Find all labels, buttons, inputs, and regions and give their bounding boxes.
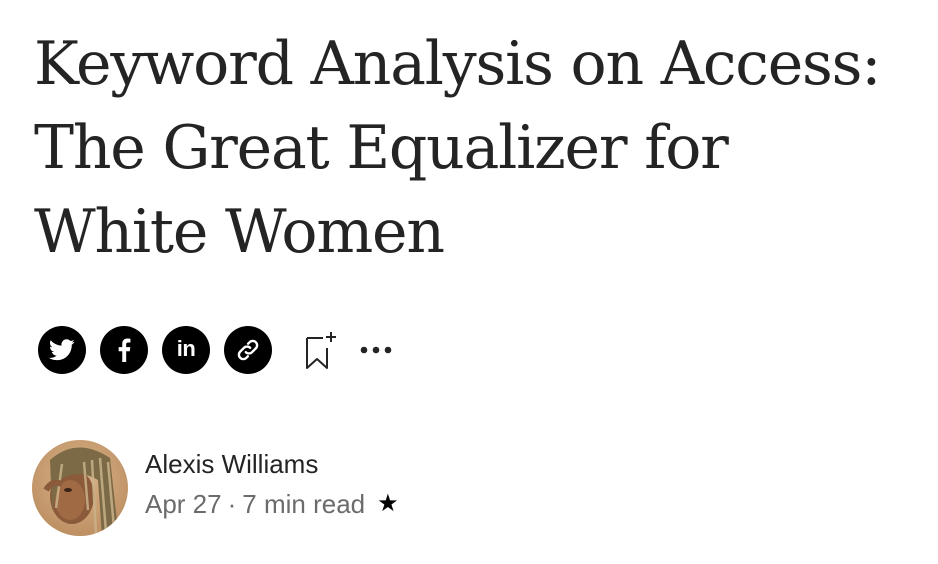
share-toolbar: in (38, 326, 394, 374)
post-meta: Apr 27 · 7 min read ★ (145, 487, 399, 521)
more-horizontal-icon (360, 346, 392, 354)
meta-separator: · (227, 489, 237, 519)
copy-link-button[interactable] (224, 326, 272, 374)
bookmark-add-icon (306, 332, 336, 369)
author-avatar[interactable] (32, 440, 128, 536)
linkedin-icon: in (176, 336, 196, 361)
twitter-icon (49, 339, 75, 361)
link-icon (237, 339, 259, 361)
share-twitter-button[interactable] (38, 326, 86, 374)
more-options-button[interactable] (358, 328, 394, 372)
author-name[interactable]: Alexis Williams (145, 449, 319, 479)
share-linkedin-button[interactable]: in (162, 326, 210, 374)
read-time: 7 min read (242, 489, 366, 519)
share-facebook-button[interactable] (100, 326, 148, 374)
avatar-photo (32, 440, 128, 536)
bookmark-button[interactable] (302, 328, 340, 372)
publish-date: Apr 27 (145, 489, 222, 519)
author-meta: Alexis Williams Apr 27 · 7 min read ★ (145, 449, 399, 521)
facebook-icon (118, 338, 131, 362)
author-block: Alexis Williams Apr 27 · 7 min read ★ (32, 440, 399, 536)
article-title: Keyword Analysis on Access: The Great Eq… (34, 29, 881, 267)
member-star-icon: ★ (377, 490, 399, 517)
